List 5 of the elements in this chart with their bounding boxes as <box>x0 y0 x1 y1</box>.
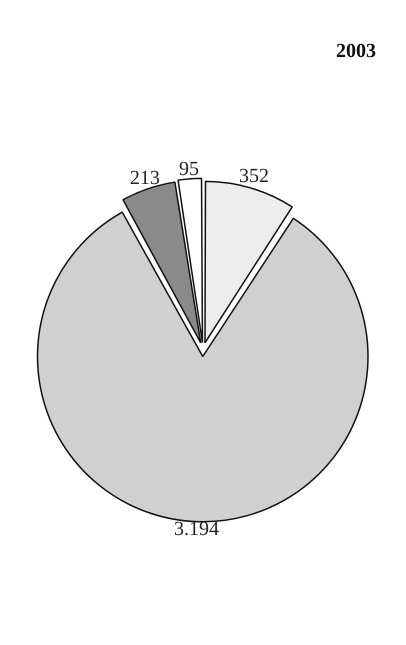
data-label: 352 <box>239 164 270 187</box>
data-label: 3.194 <box>174 518 220 540</box>
chart-title: 2003 <box>336 40 376 62</box>
data-label: 213 <box>130 167 160 190</box>
data-label: 95 <box>179 158 200 180</box>
